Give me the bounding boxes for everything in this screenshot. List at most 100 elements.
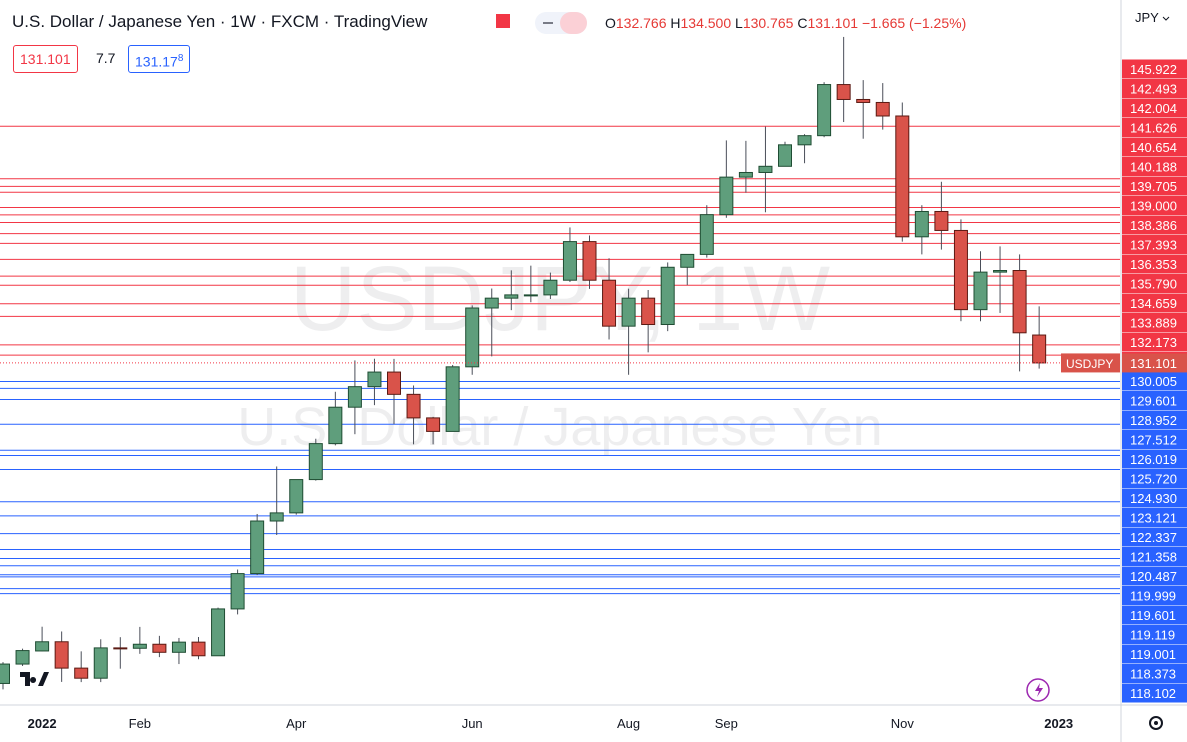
symbol-tag-bg	[1061, 353, 1120, 373]
candle-body	[895, 115, 910, 238]
candle-body	[0, 663, 10, 684]
header-icons[interactable]	[496, 12, 587, 34]
candle-body	[484, 297, 499, 309]
price-label: 119.601	[1130, 608, 1176, 623]
price-label-bg	[1122, 98, 1187, 118]
price-label: 119.001	[1130, 647, 1176, 662]
candle-body	[1032, 334, 1047, 364]
price-label: 125.720	[1130, 472, 1177, 487]
current-price: 131.101	[1130, 356, 1177, 371]
candle-body	[15, 650, 30, 665]
price-label-bg	[1122, 137, 1187, 157]
ohlc-value: 132.766	[615, 15, 667, 31]
candle-body	[35, 641, 50, 652]
price-label: 137.393	[1130, 238, 1177, 253]
symbol-tag: USDJPY	[1066, 357, 1113, 371]
price-label: 142.493	[1130, 82, 1177, 97]
price-label-bg	[1122, 176, 1187, 196]
price-label: 133.889	[1130, 316, 1177, 331]
price-label-bg	[1122, 157, 1187, 176]
price-label-bg	[1122, 547, 1187, 566]
buy-button[interactable]: 131.178	[128, 45, 191, 73]
x-tick-label: Aug	[617, 716, 640, 731]
price-label-bg	[1122, 586, 1187, 605]
price-label: 129.601	[1130, 394, 1177, 409]
candle-body	[699, 214, 714, 255]
candle-body	[308, 443, 323, 481]
change-pct: (−1.25%)	[909, 15, 967, 31]
candle-body	[543, 279, 558, 296]
current-price-bg	[1122, 353, 1187, 373]
sell-button[interactable]: 131.101	[13, 45, 78, 73]
price-label-bg	[1122, 391, 1187, 410]
price-label-bg	[1122, 313, 1187, 332]
candle-body	[171, 641, 186, 653]
settings-icon[interactable]	[1149, 716, 1163, 730]
candle-body	[387, 371, 401, 395]
candle-body	[1012, 270, 1027, 334]
candle-body	[758, 165, 773, 173]
candle-body	[582, 241, 597, 281]
price-label-bg	[1122, 118, 1187, 137]
watermark-symbol: USDJPY, 1W	[290, 248, 830, 350]
price-label-bg	[1122, 235, 1187, 254]
ohlc-key: H	[670, 15, 681, 31]
candle-body	[993, 270, 1008, 273]
price-label: 132.173	[1130, 335, 1177, 350]
price-label-bg	[1122, 566, 1187, 586]
price-label: 145.922	[1130, 62, 1177, 77]
price-label: 135.790	[1130, 277, 1177, 292]
x-tick-label: 2022	[28, 716, 57, 731]
candle-body	[914, 210, 929, 238]
price-label: 139.000	[1130, 199, 1177, 214]
x-tick-label: Nov	[891, 716, 915, 731]
price-label: 122.337	[1130, 530, 1177, 545]
candle-body	[836, 84, 851, 100]
candle-body	[719, 176, 734, 216]
candle-body	[269, 512, 284, 522]
x-tick-label: Feb	[129, 716, 151, 731]
spread: 7.7	[96, 50, 116, 66]
ohlc-value: 130.765	[742, 15, 794, 31]
candle-body	[856, 98, 871, 103]
price-label: 120.487	[1130, 569, 1177, 584]
x-tick-label: Jun	[462, 716, 483, 731]
candle-body	[738, 171, 753, 178]
price-label: 140.654	[1130, 140, 1177, 155]
price-label: 118.373	[1130, 667, 1176, 682]
price-label: 124.930	[1130, 491, 1177, 506]
alert-icon[interactable]	[1026, 678, 1050, 702]
time-axis: 2022 Feb Apr Jun Aug Sep Nov 2023	[28, 716, 1074, 731]
candle-body	[54, 641, 69, 669]
price-label-bg	[1122, 527, 1187, 547]
price-label: 140.188	[1130, 160, 1177, 175]
price-label-bg	[1122, 254, 1187, 274]
candle-body	[934, 210, 949, 231]
candle-body	[230, 573, 245, 610]
price-label-bg	[1122, 664, 1187, 683]
price-label: 130.005	[1130, 374, 1177, 389]
ohlc-value: 131.101	[807, 15, 859, 31]
price-label-bg	[1122, 59, 1187, 79]
candle-body	[113, 647, 128, 650]
price-label: 134.659	[1130, 296, 1177, 311]
ohlc-key: L	[735, 15, 743, 31]
price-label-bg	[1122, 371, 1187, 391]
candles	[0, 36, 1120, 690]
ohlc-value: 134.500	[680, 15, 732, 31]
candle-body	[504, 294, 519, 299]
candle-body	[93, 647, 108, 679]
candle-body	[445, 366, 460, 432]
price-label: 142.004	[1130, 101, 1177, 116]
price-label: 127.512	[1130, 433, 1177, 448]
price-label-bg	[1122, 508, 1187, 527]
candle-body	[953, 229, 968, 311]
price-label-bg	[1122, 79, 1187, 98]
price-axis: 145.922 142.493 142.004 141.626 140.654 140.1…	[1061, 59, 1187, 703]
price-label-bg	[1122, 625, 1187, 644]
currency[interactable]: JPY	[1135, 10, 1159, 25]
price-label-bg	[1122, 430, 1187, 449]
candle-body	[132, 643, 147, 649]
